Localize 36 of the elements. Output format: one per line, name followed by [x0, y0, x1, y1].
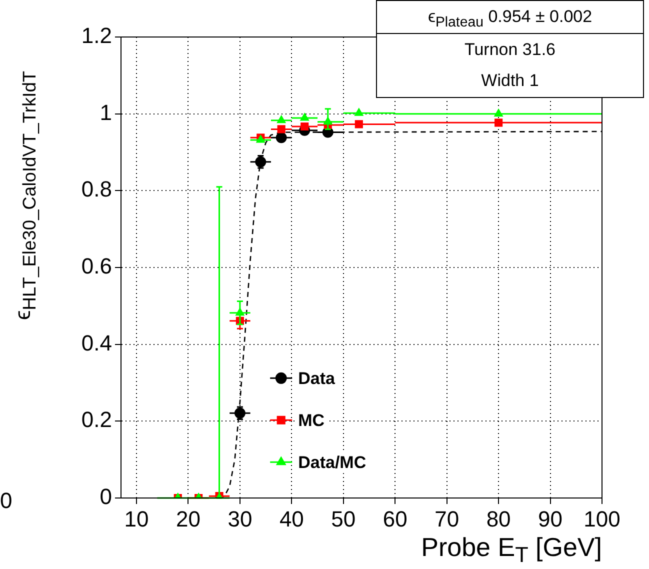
x-tick-label: 80	[486, 506, 511, 532]
point	[494, 118, 503, 127]
text: 0	[0, 488, 12, 514]
legend-label: MC	[298, 410, 325, 430]
point	[236, 308, 244, 316]
x-tick-label: 10	[124, 506, 149, 532]
info-box: ϵ$_{Plateau}$ 0.954 ± 0.002 Turnon 31.6 Width 1	[376, 0, 644, 98]
x-tick-label: 50	[331, 506, 356, 532]
legend-label: Data	[298, 368, 336, 388]
y-tick-label: 1.2	[81, 23, 112, 48]
point	[277, 125, 286, 134]
x-tick-label: 30	[228, 506, 252, 532]
x-tick-label: 60	[382, 506, 408, 532]
point	[494, 108, 503, 117]
y-tick-label: 0.8	[81, 176, 112, 202]
point	[354, 120, 363, 128]
point	[354, 108, 364, 116]
annotation: Width 1	[480, 70, 540, 92]
y-tick-label: 0	[100, 484, 112, 510]
legend-label: Data/MC	[298, 452, 366, 472]
annotation: Turnon 31.6	[463, 39, 557, 61]
y-tick-label: 1	[100, 100, 112, 125]
point	[300, 122, 309, 131]
y-tick-label: 0.2	[81, 407, 112, 432]
x-tick-label: 90	[538, 506, 563, 532]
x-tick-label: 20	[176, 506, 200, 532]
y-tick-label: 0.6	[81, 254, 112, 279]
x-tick-label: 100	[584, 506, 620, 532]
x-axis-title: Probe E$_{T}$ [GeV]	[421, 532, 602, 568]
point	[276, 115, 286, 124]
x-tick-label: 40	[279, 506, 304, 532]
point	[276, 132, 287, 144]
x-tick-label: 70	[434, 506, 460, 532]
point	[300, 113, 310, 121]
point	[323, 116, 332, 125]
y-tick-label: 0.4	[81, 330, 112, 356]
